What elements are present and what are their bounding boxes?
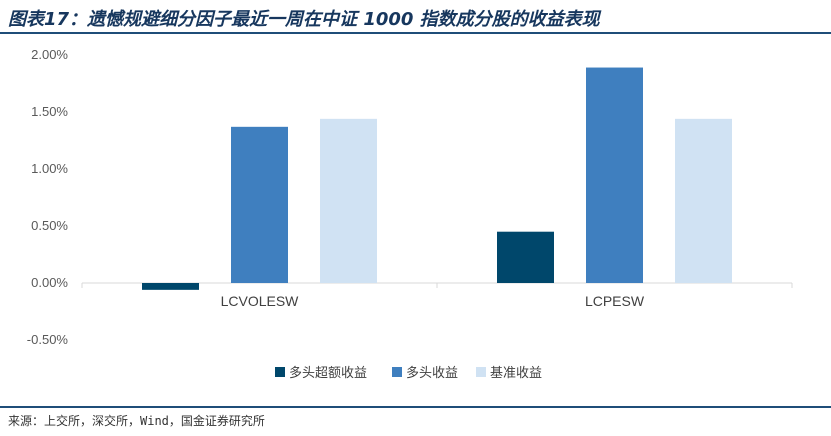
bar — [231, 126, 288, 283]
legend-swatch — [476, 367, 486, 377]
y-tick-label: -0.50% — [27, 332, 69, 347]
footer-divider — [0, 406, 831, 408]
title-bar: 图表17：遗憾规避细分因子最近一周在中证 1000 指数成分股的收益表现 — [0, 0, 831, 34]
legend-label: 多头超额收益 — [289, 365, 367, 381]
y-tick-label: 1.50% — [31, 104, 68, 119]
y-tick-label: 2.00% — [31, 47, 68, 62]
bar — [142, 283, 199, 290]
bar — [497, 231, 554, 283]
category-label: LCVOLESW — [221, 293, 300, 309]
bar — [320, 118, 377, 283]
bar — [586, 67, 643, 283]
legend-label: 基准收益 — [490, 366, 542, 381]
chart-title: 图表17：遗憾规避细分因子最近一周在中证 1000 指数成分股的收益表现 — [8, 9, 600, 30]
legend-swatch — [392, 367, 402, 377]
bar — [675, 118, 732, 283]
source-note: 来源：上交所，深交所，Wind，国金证券研究所 — [8, 414, 265, 428]
category-label: LCPESW — [585, 293, 645, 309]
legend-swatch — [275, 367, 285, 377]
legend-label: 多头收益 — [406, 365, 458, 381]
y-tick-label: 0.50% — [31, 218, 68, 233]
y-tick-label: 1.00% — [31, 161, 68, 176]
y-tick-label: 0.00% — [31, 275, 68, 290]
bar-chart: 2.00% 1.50% 1.00% 0.50% 0.00% -0.50% LCVOLESW L… — [27, 47, 793, 381]
